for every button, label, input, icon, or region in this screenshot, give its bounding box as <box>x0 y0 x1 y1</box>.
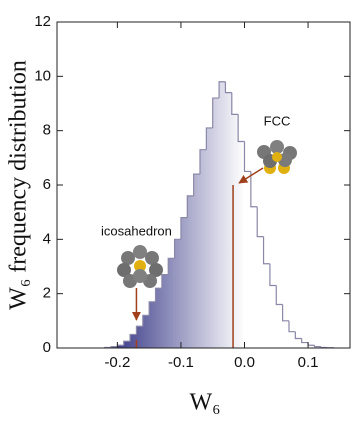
histogram-edge <box>205 127 213 150</box>
histogram-bar <box>219 81 226 349</box>
histogram-bar <box>187 195 194 348</box>
histogram-edge <box>275 285 283 306</box>
histogram-edge <box>262 236 270 265</box>
histogram-edge <box>294 331 302 340</box>
histogram-edge <box>148 301 156 316</box>
histogram-bar <box>244 171 252 348</box>
histogram-edge <box>154 287 162 302</box>
histogram-edge <box>173 238 181 259</box>
icosahedron-cluster <box>117 245 163 288</box>
y-axis-label: W₆ frequency distribution <box>6 60 32 310</box>
histogram-edge <box>167 257 175 275</box>
y-tick-label: 12 <box>34 13 51 30</box>
histogram-edge <box>256 206 264 238</box>
histogram-bar <box>282 320 290 348</box>
histogram-edge <box>142 314 150 327</box>
histogram-bar <box>200 149 207 348</box>
histogram-edge <box>199 149 207 175</box>
histogram-bar <box>111 346 118 348</box>
histogram-bar <box>238 141 245 348</box>
x-tick-label: -0.1 <box>168 354 194 371</box>
histogram-bar <box>288 331 296 348</box>
histogram-bar <box>276 304 283 348</box>
y-tick-label: 2 <box>43 285 51 302</box>
histogram-bar <box>117 345 125 348</box>
histogram-edge <box>218 81 226 99</box>
histogram-bar <box>314 346 322 348</box>
histogram-edge <box>243 141 251 173</box>
histogram-bar <box>206 127 214 348</box>
x-tick-label: 0.0 <box>234 354 255 371</box>
y-tick-label: 0 <box>43 339 51 356</box>
histogram-edge <box>320 346 328 349</box>
histogram-bar <box>263 263 271 348</box>
x-tick-label: -0.2 <box>104 354 130 371</box>
y-tick-label: 6 <box>43 176 51 193</box>
histogram-bar <box>231 114 239 348</box>
histogram-edge <box>135 325 143 335</box>
y-tick-label: 10 <box>34 67 51 84</box>
y-tick-label: 4 <box>43 230 51 247</box>
histogram-edge <box>123 340 131 346</box>
histogram-edge <box>250 171 258 208</box>
histogram-bar <box>308 345 315 348</box>
histogram-edge <box>129 333 137 342</box>
histogram-bar <box>130 334 137 348</box>
histogram-edge <box>224 81 232 94</box>
histogram-bar <box>225 92 233 348</box>
histogram-bar <box>301 342 309 348</box>
histogram-edge <box>212 97 220 128</box>
histogram-edge <box>186 195 194 218</box>
histogram-edge <box>180 217 188 240</box>
histogram-edge <box>282 304 289 322</box>
peak-label: icosahedron <box>101 223 172 238</box>
histogram-bar <box>180 217 188 348</box>
histogram-bar <box>269 285 277 348</box>
histogram-edge <box>193 173 201 196</box>
histogram-bar <box>155 288 163 348</box>
histogram-bar <box>193 174 201 348</box>
peak-label: FCC <box>264 113 291 128</box>
histogram-edge <box>110 346 118 348</box>
histogram-edge <box>313 345 321 348</box>
histogram-edge <box>307 342 315 346</box>
histogram-edge <box>269 263 277 287</box>
x-axis-label: W₆ <box>189 390 220 416</box>
histogram-edge <box>237 114 245 143</box>
histogram-bar <box>149 301 156 348</box>
histogram-bar <box>136 326 144 348</box>
histogram-bar <box>142 315 150 348</box>
histogram-bar <box>174 239 182 348</box>
histogram-bar <box>168 258 175 348</box>
x-tick-label: 0.1 <box>298 354 319 371</box>
peak-arrow <box>238 167 264 184</box>
histogram-edge <box>161 274 169 289</box>
histogram-bar <box>161 274 169 348</box>
fcc-cluster <box>257 140 297 174</box>
y-tick-label: 8 <box>43 122 51 139</box>
histogram-bar <box>123 341 131 348</box>
histogram-edge <box>288 320 296 333</box>
histogram-bar <box>250 206 258 348</box>
histogram-bar <box>212 98 220 348</box>
histogram-edge <box>301 338 309 344</box>
histogram-bar <box>295 338 302 348</box>
histogram-edge <box>231 92 239 115</box>
histogram-bar <box>257 236 264 348</box>
